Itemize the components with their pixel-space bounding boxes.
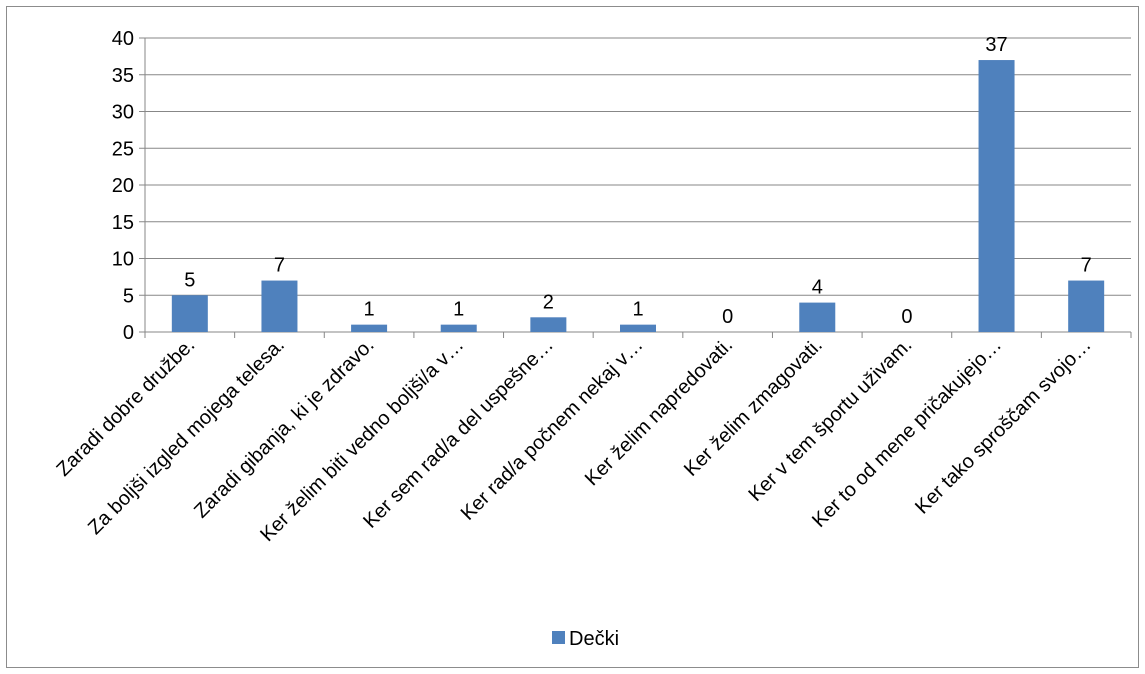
y-tick-label: 10 xyxy=(112,249,134,271)
y-tick-label: 20 xyxy=(112,175,134,197)
category-label: Ker tako sproščam svojo… xyxy=(911,334,1096,519)
data-label: 7 xyxy=(274,255,285,277)
y-tick-label: 30 xyxy=(112,102,134,124)
category-label: Ker želim napredovati. xyxy=(581,334,737,490)
category-label: Za boljši izgled mojega telesa. xyxy=(84,334,289,539)
data-label: 0 xyxy=(901,306,912,328)
data-label: 0 xyxy=(722,306,733,328)
category-label: Ker v tem športu uživam. xyxy=(744,334,916,506)
bar xyxy=(978,60,1015,333)
gridlines xyxy=(145,37,1131,296)
bar xyxy=(1068,280,1105,332)
y-tick-label: 25 xyxy=(112,138,134,160)
category-label: Ker to od mene pričakujejo… xyxy=(808,334,1006,532)
data-label: 2 xyxy=(543,291,554,313)
bar xyxy=(530,317,567,332)
data-label: 1 xyxy=(453,299,464,321)
bar xyxy=(799,302,836,332)
data-label: 5 xyxy=(184,269,195,291)
legend-swatch xyxy=(552,631,565,644)
data-label: 7 xyxy=(1081,255,1092,277)
data-label: 1 xyxy=(632,299,643,321)
bar xyxy=(351,324,388,332)
y-tick-label: 35 xyxy=(112,65,134,87)
y-tick-label: 15 xyxy=(112,212,134,234)
data-label: 1 xyxy=(364,299,375,321)
chart-frame xyxy=(6,6,1139,668)
bars xyxy=(171,60,1105,333)
y-tick-label: 5 xyxy=(123,285,134,307)
bar xyxy=(171,295,208,332)
data-label: 37 xyxy=(985,34,1007,56)
legend-label: Dečki xyxy=(569,628,619,650)
data-label: 4 xyxy=(812,277,823,299)
y-tick-label: 0 xyxy=(123,322,134,344)
category-label: Zaradi gibanja, ki je zdravo. xyxy=(190,334,378,522)
bar xyxy=(261,280,298,332)
category-label: Ker sem rad/a del uspešne… xyxy=(359,334,558,533)
legend: Dečki xyxy=(552,628,619,650)
y-tick-label: 40 xyxy=(112,28,134,50)
bar xyxy=(620,324,656,332)
category-label: Ker rad/a počnem nekaj v… xyxy=(457,334,648,525)
bar xyxy=(440,324,477,332)
